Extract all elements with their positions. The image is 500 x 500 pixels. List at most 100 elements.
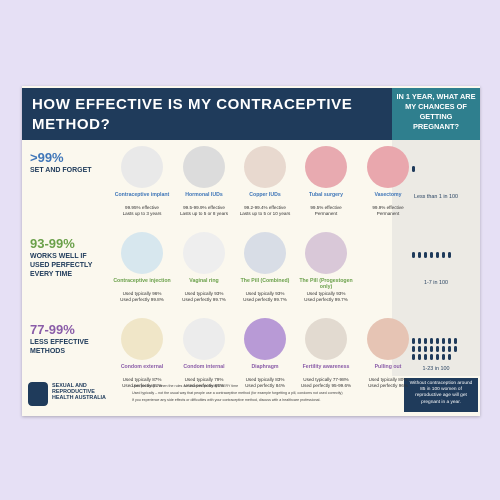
method-image	[305, 232, 347, 274]
method-detail: 99.5-99.9% effective	[183, 205, 225, 210]
person-icon	[442, 338, 445, 344]
method-detail: Used typically 79%	[184, 377, 224, 382]
method-name: Condom internal	[183, 364, 225, 370]
method-detail: Used typically 93%	[184, 291, 224, 296]
method-detail: Lasts up to 3 years	[122, 210, 162, 216]
person-icon	[412, 166, 415, 172]
person-icon	[424, 346, 427, 352]
person-icon	[418, 346, 421, 352]
method-image	[305, 318, 347, 360]
method-detail: Used perfectly 99.7%	[304, 296, 348, 302]
person-icon	[436, 338, 439, 344]
method-detail: Used perfectly 96%	[368, 382, 408, 388]
tier-range: 93-99%	[30, 236, 75, 251]
method-detail: Used perfectly 99.8%	[120, 296, 164, 302]
method-detail: Used typically 87%	[122, 377, 162, 382]
title: HOW EFFECTIVE IS MY CONTRACEPTIVE METHOD…	[32, 96, 353, 133]
person-icon	[442, 346, 445, 352]
method-image	[121, 318, 163, 360]
person-icon	[442, 354, 445, 360]
person-icon	[418, 338, 421, 344]
person-icon	[412, 338, 415, 344]
question-box	[392, 88, 480, 140]
method-detail: Lasts up to 5 or 8 years	[179, 210, 228, 216]
person-icon	[430, 252, 433, 258]
person-icon	[424, 252, 427, 258]
method-name: Vasectomy	[374, 192, 402, 198]
footnote: Used perfectly – when the rules are foll…	[132, 384, 239, 388]
method-image	[367, 318, 409, 360]
chance: 1-7 in 100	[424, 280, 448, 286]
method-detail: Used typically 93%	[245, 291, 285, 296]
person-icon	[442, 252, 445, 258]
org-name: SEXUAL AND REPRODUCTIVE HEALTH AUSTRALIA	[52, 383, 106, 402]
method-image	[121, 146, 163, 188]
method-name: Diaphragm	[251, 364, 279, 370]
method-image	[305, 146, 347, 188]
method-image	[183, 318, 225, 360]
method-name: Tubal surgery	[309, 192, 343, 198]
method-detail: Permanent	[376, 210, 400, 216]
method-image	[367, 146, 409, 188]
method-detail: Used typically 80%	[368, 377, 408, 382]
method-detail: 99.5% effective	[310, 205, 342, 210]
person-icon	[430, 338, 433, 344]
tier-desc: LESS EFFECTIVE METHODS	[30, 339, 89, 355]
title-band	[22, 88, 392, 140]
person-icon	[418, 252, 421, 258]
tier-desc: SET AND FORGET	[30, 167, 92, 174]
person-icon	[454, 346, 457, 352]
method-detail: Used typically 96%	[122, 291, 162, 296]
method-detail: 99.2-99.4% effective	[244, 205, 286, 210]
method-detail: Used typically 83%	[245, 377, 285, 382]
person-icon	[436, 346, 439, 352]
method-image	[183, 232, 225, 274]
method-name: Contraceptive implant	[114, 192, 170, 198]
method-image	[244, 232, 286, 274]
method-name: Fertility awareness	[302, 364, 350, 370]
without-text: Without contraception around 85 in 100 w…	[409, 381, 473, 405]
method-name: Contraceptive injection	[113, 278, 171, 284]
chance: 1-23 in 100	[422, 366, 450, 372]
method-detail: 99.9% effective	[372, 205, 404, 210]
method-detail: Used typically 93%	[306, 291, 346, 296]
method-name: Vaginal ring	[189, 278, 219, 284]
person-icon	[448, 252, 451, 258]
chance: Less than 1 in 100	[413, 194, 459, 200]
method-name: The Pill (Progestogen only)	[299, 278, 353, 290]
footnote: If you experience any side effects or di…	[132, 398, 321, 402]
person-icon	[454, 338, 457, 344]
method-detail: Lasts up to 5 or 10 years	[239, 210, 291, 216]
method-detail: Used perfectly 99.7%	[243, 296, 287, 302]
method-detail: Used typically 77-98%	[303, 377, 349, 382]
method-detail: Used perfectly 98%	[122, 382, 162, 388]
question: IN 1 YEAR, WHAT ARE MY CHANCES OF GETTIN…	[396, 92, 476, 131]
person-icon	[448, 338, 451, 344]
tier-desc: WORKS WELL IF USED PERFECTLY EVERY TIME	[30, 253, 93, 278]
person-icon	[418, 354, 421, 360]
method-name: Pulling out	[374, 364, 402, 370]
method-detail: 99.95% effective	[125, 205, 159, 210]
without-box	[404, 378, 478, 412]
method-name: Condom external	[120, 364, 164, 370]
person-icon	[430, 354, 433, 360]
person-icon	[412, 252, 415, 258]
person-icon	[412, 354, 415, 360]
method-detail: Used perfectly 95-99.6%	[300, 382, 352, 388]
logo	[28, 382, 48, 406]
footnote: Used typically – not the usual way that …	[132, 391, 343, 395]
person-icon	[436, 252, 439, 258]
tier-range: >99%	[30, 150, 64, 165]
method-detail: Used perfectly 95%	[184, 382, 224, 388]
method-name: Copper IUDs	[249, 192, 281, 198]
method-image	[244, 318, 286, 360]
tier-range: 77-99%	[30, 322, 75, 337]
person-icon	[448, 346, 451, 352]
person-icon	[412, 346, 415, 352]
person-icon	[430, 346, 433, 352]
person-icon	[424, 354, 427, 360]
method-image	[183, 146, 225, 188]
method-image	[244, 146, 286, 188]
method-detail: Used perfectly 84%	[245, 382, 285, 388]
